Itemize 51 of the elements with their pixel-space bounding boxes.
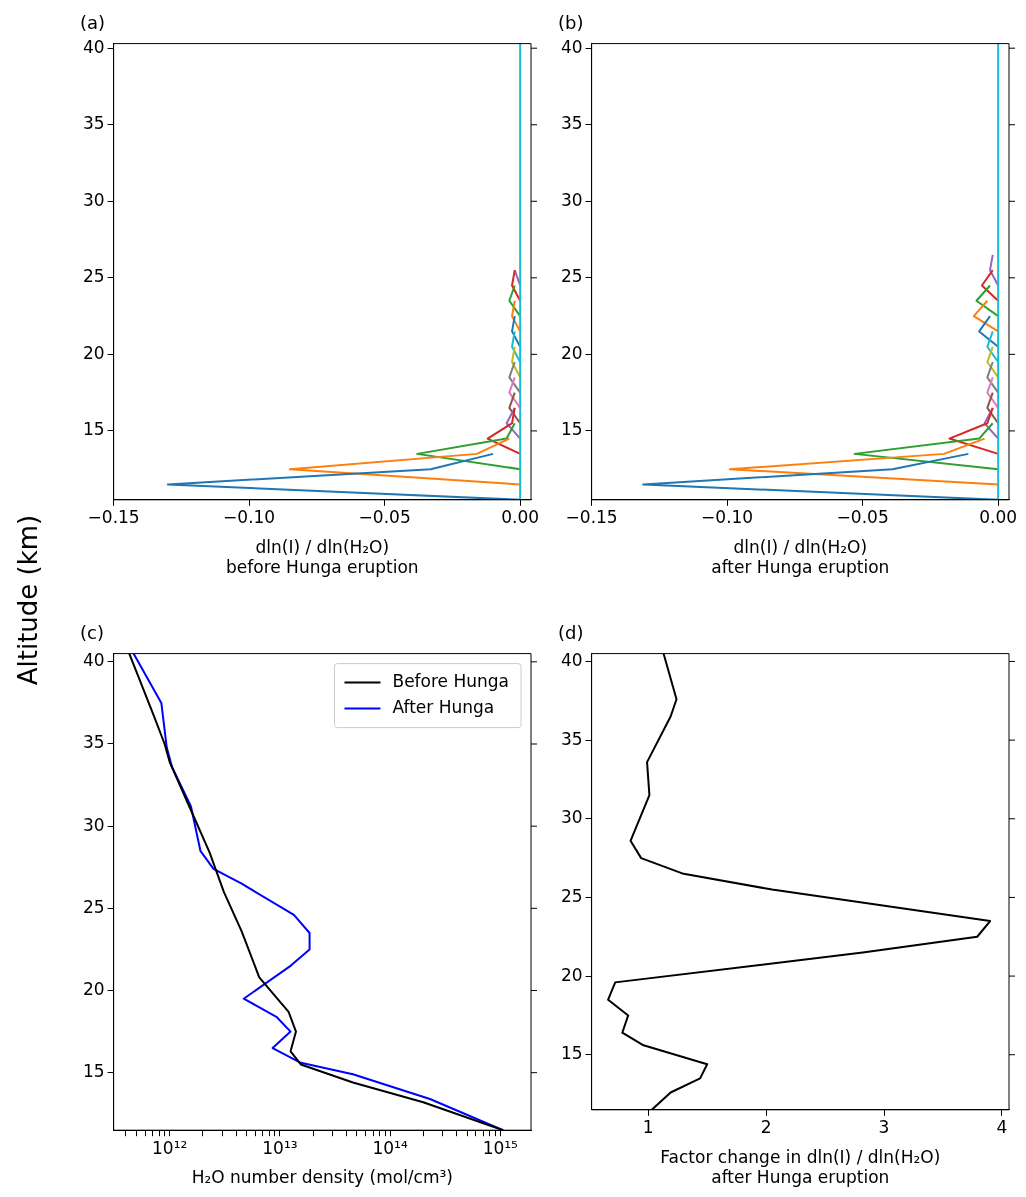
x-tick-label: 10¹⁵ bbox=[482, 1137, 518, 1158]
x-tick-label: 10¹² bbox=[152, 1137, 188, 1158]
y-tick-label: 20 bbox=[560, 342, 583, 363]
y-tick-label: 40 bbox=[82, 650, 105, 671]
x-tick-label: 0.00 bbox=[979, 507, 1018, 528]
x-tick-label: −0.10 bbox=[223, 507, 276, 528]
y-tick-label: 15 bbox=[82, 419, 105, 440]
y-tick-label: 35 bbox=[82, 732, 105, 753]
y-tick-label: 15 bbox=[560, 419, 583, 440]
y-tick-label: 20 bbox=[82, 342, 105, 363]
y-tick-label: 40 bbox=[82, 36, 105, 57]
x-tick-label: 1 bbox=[642, 1117, 654, 1138]
y-tick-label: 40 bbox=[560, 36, 583, 57]
legend-label: Before Hunga bbox=[392, 671, 509, 692]
y-tick-label: 30 bbox=[82, 189, 105, 210]
x-tick-label: 4 bbox=[996, 1117, 1008, 1138]
y-tick-label: 35 bbox=[560, 728, 583, 749]
y-tick-label: 15 bbox=[560, 1043, 583, 1064]
y-tick-label: 35 bbox=[82, 113, 105, 134]
x-tick-label: 2 bbox=[760, 1117, 772, 1138]
legend-label: After Hunga bbox=[392, 697, 495, 718]
x-axis-title: dln(I) / dln(H₂O) before Hunga eruption bbox=[226, 536, 419, 578]
y-tick-label: 25 bbox=[82, 266, 105, 287]
y-tick-label: 30 bbox=[560, 189, 583, 210]
x-axis-title: H₂O number density (mol/cm³) bbox=[191, 1167, 453, 1188]
x-tick-label: 0.00 bbox=[501, 507, 540, 528]
x-tick-label: −0.15 bbox=[565, 507, 618, 528]
x-tick-label: −0.05 bbox=[836, 507, 889, 528]
chart-title: (d) bbox=[558, 622, 584, 644]
y-tick-label: 15 bbox=[82, 1061, 105, 1082]
x-tick-label: −0.05 bbox=[358, 507, 411, 528]
x-tick-label: −0.10 bbox=[701, 507, 754, 528]
y-tick-label: 35 bbox=[560, 113, 583, 134]
y-tick-label: 30 bbox=[82, 814, 105, 835]
chart-title: (a) bbox=[80, 12, 106, 34]
y-tick-label: 20 bbox=[560, 964, 583, 985]
chart-title: (c) bbox=[80, 622, 104, 644]
y-tick-label: 25 bbox=[560, 266, 583, 287]
x-tick-label: 10¹³ bbox=[262, 1137, 298, 1158]
y-tick-label: 20 bbox=[82, 978, 105, 999]
x-tick-label: −0.15 bbox=[87, 507, 140, 528]
y-tick-label: 25 bbox=[560, 885, 583, 906]
y-tick-label: 25 bbox=[82, 896, 105, 917]
x-axis-title: dln(I) / dln(H₂O) after Hunga eruption bbox=[711, 536, 890, 578]
chart-title: (b) bbox=[558, 12, 584, 34]
x-axis-title: Factor change in dln(I) / dln(H₂O) after Hunga eruption bbox=[660, 1146, 941, 1188]
x-tick-label: 10¹⁴ bbox=[372, 1137, 408, 1158]
y-tick-label: 40 bbox=[560, 649, 583, 670]
y-tick-label: 30 bbox=[560, 807, 583, 828]
y-axis-title: Altitude (km) bbox=[13, 513, 43, 688]
x-tick-label: 3 bbox=[878, 1117, 890, 1138]
